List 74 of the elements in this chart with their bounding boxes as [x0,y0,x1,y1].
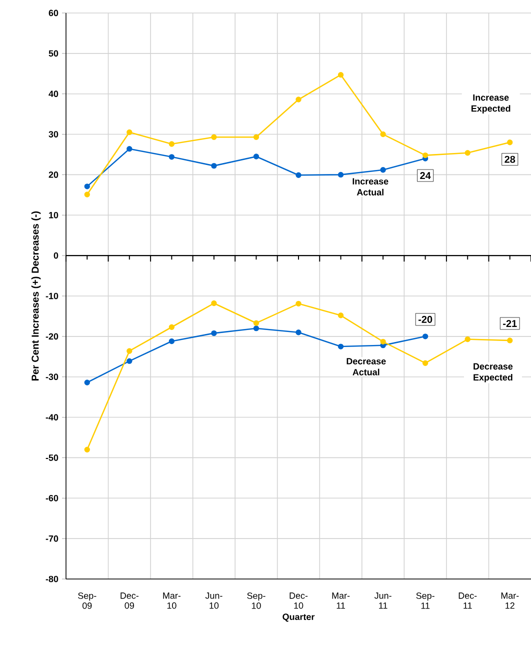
y-tick-label: -20 [46,333,58,340]
x-tick-label: Mar-12 [501,592,519,609]
y-tick-label: -60 [46,494,58,502]
y-tick-label: 60 [48,10,58,16]
y-tick-label: 40 [48,90,58,98]
y-tick-label: 50 [48,50,58,57]
point [211,134,217,140]
point [422,334,428,340]
x-axis-title: Quarter [282,614,315,622]
point [464,150,470,156]
x-tick-label: Sep-10 [247,592,266,609]
point [168,324,175,330]
point [211,162,217,169]
x-tick-label: Jun-10 [205,592,222,609]
point [84,184,90,190]
point [338,344,344,350]
x-tick-label: Dec-10 [290,592,308,609]
point [338,312,344,318]
x-tick-label: Sep-09 [78,592,96,609]
point [253,154,260,160]
text: Increase Expected [472,94,510,114]
y-tick-label: -50 [46,454,58,461]
point [84,192,90,198]
point [464,336,470,342]
point [211,330,217,336]
y-tick-label: 0 [54,252,58,259]
point [253,320,260,326]
point [296,300,302,307]
point [422,152,428,158]
y-axis-title: Per Cent Increases (+) Decreases (-) [31,211,41,380]
point [253,325,260,332]
point [507,140,513,146]
point [84,380,90,386]
y-tick-label: -70 [46,535,58,542]
point [380,131,386,138]
y-tick-label: 20 [48,172,58,178]
point [296,330,302,336]
series-label: Decrease Actual [346,358,386,376]
point [84,446,90,452]
x-tick-label: Jun-11 [374,592,392,609]
point [126,348,132,354]
point [126,146,132,152]
series-label: Increase Actual [352,178,388,196]
y-tick-label: 30 [48,131,58,138]
point [168,154,175,160]
text: Decrease Expected [474,363,513,382]
data-label: -20 [418,316,432,323]
point [338,172,344,178]
y-tick-label: -10 [46,292,58,300]
y-tick-label: -30 [46,374,58,380]
point [168,338,175,344]
x-tick-label: Mar-10 [163,592,181,609]
data-label: -21 [503,320,517,327]
x-tick-label: Dec-11 [458,592,477,609]
point [422,360,428,366]
point [126,129,132,136]
point [126,358,132,364]
point [168,141,175,147]
x-tick-label: Sep-11 [416,592,434,609]
point [253,134,260,140]
point [338,72,344,78]
data-label: 24 [420,172,431,180]
x-tick-label: Mar-11 [332,592,350,609]
point [380,167,386,173]
point [296,172,302,178]
x-tick-label: Dec-09 [120,592,138,609]
data-label: 28 [504,156,516,163]
point [380,338,386,345]
point [507,338,513,344]
y-tick-label: -80 [46,576,58,582]
point [296,96,302,102]
point [211,300,217,306]
y-tick-label: -40 [46,414,58,420]
y-tick-label: 10 [49,212,58,218]
